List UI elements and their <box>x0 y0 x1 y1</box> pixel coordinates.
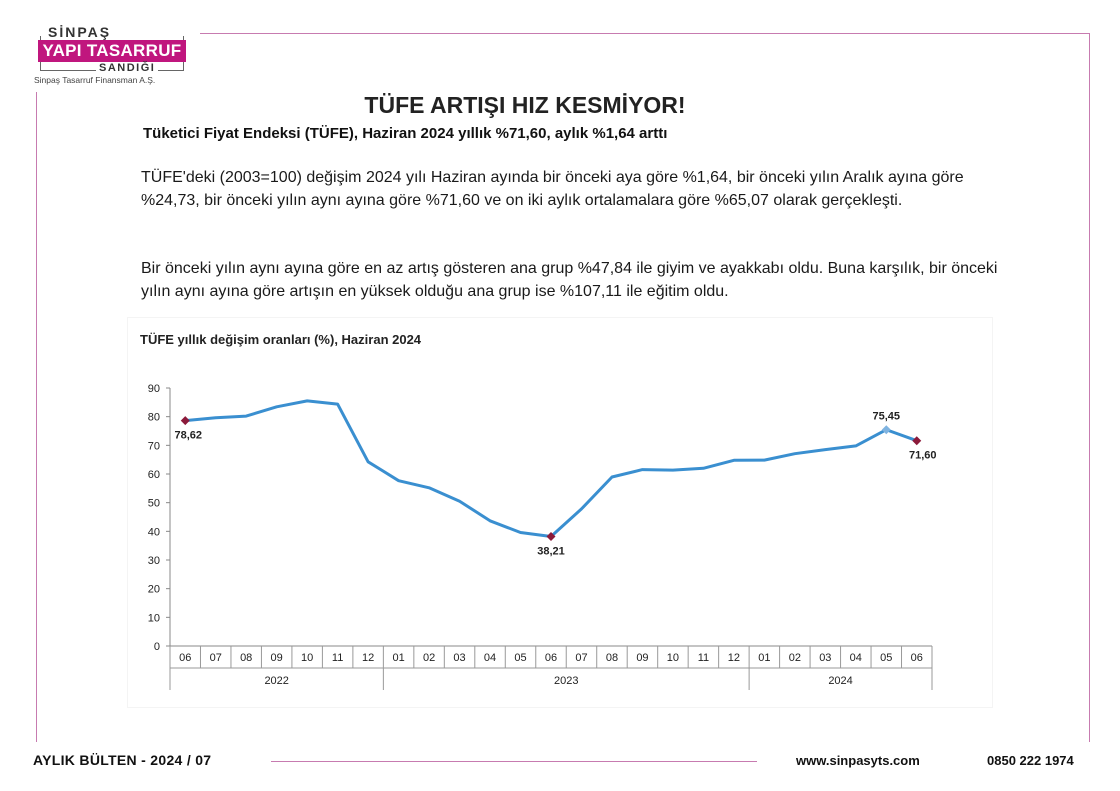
frame-left-line <box>36 92 37 742</box>
data-label: 38,21 <box>537 545 565 557</box>
x-tick-label: 09 <box>636 652 648 664</box>
data-label: 75,45 <box>873 411 901 423</box>
x-tick-label: 08 <box>606 652 618 664</box>
x-tick-label: 06 <box>545 652 557 664</box>
y-tick-label: 40 <box>148 526 160 538</box>
data-point-marker <box>546 531 556 541</box>
x-tick-label: 10 <box>667 652 679 664</box>
x-tick-label: 08 <box>240 652 252 664</box>
year-label: 2023 <box>554 675 578 687</box>
page-title: TÜFE ARTIŞI HIZ KESMİYOR! <box>364 92 686 118</box>
footer-divider <box>271 761 757 762</box>
x-tick-label: 01 <box>392 652 404 664</box>
series-line <box>183 399 919 538</box>
x-tick-label: 06 <box>179 652 191 664</box>
chart-panel: TÜFE yıllık değişim oranları (%), Hazira… <box>128 318 992 707</box>
page-subtitle: Tüketici Fiyat Endeksi (TÜFE), Haziran 2… <box>143 125 668 142</box>
y-tick-label: 0 <box>154 641 160 653</box>
x-tick-label: 04 <box>850 652 862 664</box>
paragraph-2: Bir önceki yılın aynı ayına göre en az a… <box>141 260 998 300</box>
x-tick-label: 04 <box>484 652 496 664</box>
x-tick-label: 09 <box>271 652 283 664</box>
x-tick-label: 02 <box>789 652 801 664</box>
x-tick-label: 06 <box>911 652 923 664</box>
x-tick-label: 05 <box>514 652 526 664</box>
x-tick-label: 03 <box>819 652 831 664</box>
paragraph-1: TÜFE'deki (2003=100) değişim 2024 yılı H… <box>141 169 964 209</box>
year-label: 2024 <box>828 675 852 687</box>
footer-phone: 0850 222 1974 <box>987 753 1074 768</box>
x-tick-label: 12 <box>362 652 374 664</box>
data-point-marker <box>912 436 922 446</box>
logo-sandik-text: SANDIĞI <box>96 62 159 74</box>
y-tick-label: 70 <box>148 440 160 452</box>
y-tick-label: 50 <box>148 498 160 510</box>
company-logo: SİNPAŞ YAPI TASARRUF SANDIĞI Sinpaş Tasa… <box>34 24 199 88</box>
y-tick-label: 30 <box>148 555 160 567</box>
y-tick-label: 80 <box>148 412 160 424</box>
x-tick-label: 12 <box>728 652 740 664</box>
chart-title: TÜFE yıllık değişim oranları (%), Hazira… <box>140 332 422 347</box>
x-tick-label: 07 <box>210 652 222 664</box>
x-tick-label: 05 <box>880 652 892 664</box>
logo-subtitle: Sinpaş Tasarruf Finansman A.Ş. <box>34 75 156 85</box>
data-point-marker <box>180 416 190 426</box>
x-tick-label: 03 <box>453 652 465 664</box>
year-label: 2022 <box>264 675 288 687</box>
frame-top-line <box>200 33 1090 34</box>
x-tick-label: 11 <box>332 652 343 664</box>
footer-website: www.sinpasyts.com <box>796 753 920 768</box>
x-tick-label: 10 <box>301 652 313 664</box>
y-tick-label: 60 <box>148 469 160 481</box>
y-tick-label: 20 <box>148 584 160 596</box>
logo-top-text: SİNPAŞ <box>44 24 116 40</box>
logo-main-text: YAPI TASARRUF <box>38 40 186 62</box>
footer-bulletin: AYLIK BÜLTEN - 2024 / 07 <box>33 752 212 768</box>
x-tick-label: 02 <box>423 652 435 664</box>
x-tick-label: 01 <box>758 652 770 664</box>
data-point-marker <box>881 425 891 435</box>
data-label: 71,60 <box>909 450 937 462</box>
data-label: 78,62 <box>174 430 202 442</box>
x-tick-label: 11 <box>698 652 709 664</box>
x-tick-label: 07 <box>575 652 587 664</box>
y-tick-label: 90 <box>148 383 160 395</box>
y-tick-label: 10 <box>148 612 160 624</box>
frame-right-line <box>1089 33 1090 742</box>
